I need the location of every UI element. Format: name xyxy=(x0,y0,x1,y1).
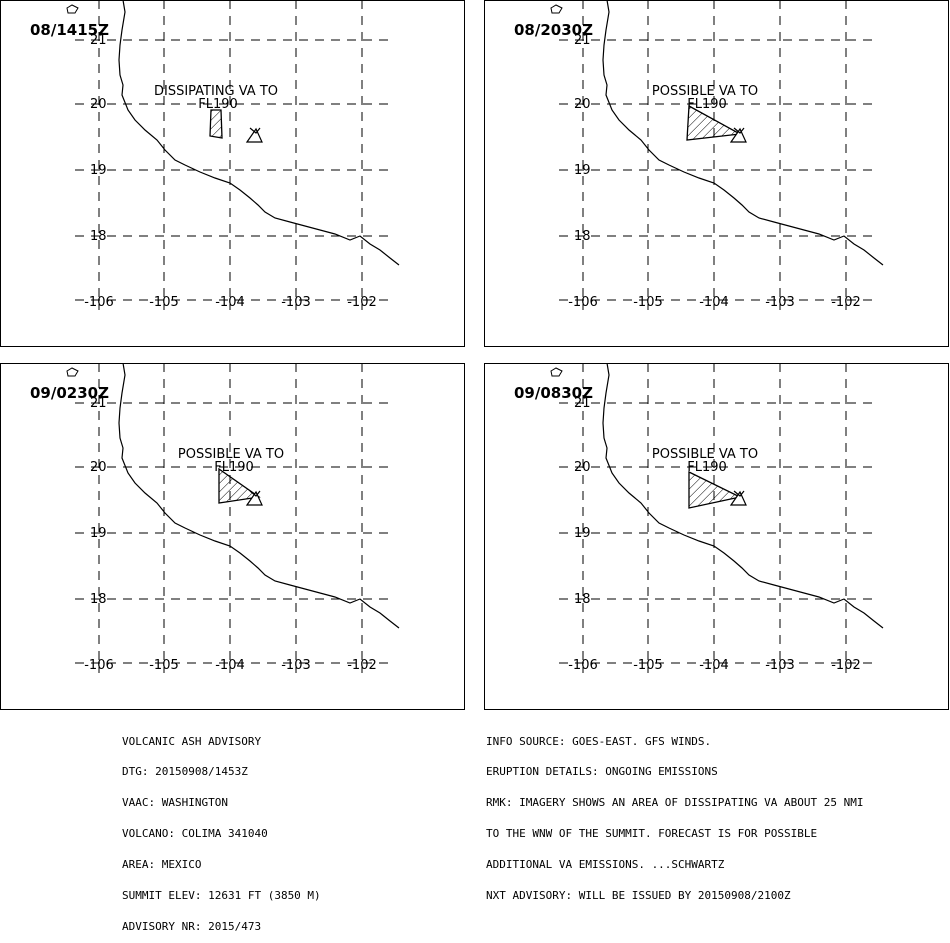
panel-border xyxy=(0,363,465,710)
lon-tick-label: -104 xyxy=(699,295,729,310)
lon-tick-label: -106 xyxy=(568,295,598,310)
lon-tick-label: -102 xyxy=(831,658,861,673)
volcano-icon xyxy=(249,490,261,497)
lat-tick-label: 21 xyxy=(90,396,107,411)
advisory-line: NXT ADVISORY: WILL BE ISSUED BY 20150908… xyxy=(486,889,791,903)
lon-tick-label: -102 xyxy=(831,295,861,310)
panel-timestamp: 08/2030Z xyxy=(514,21,593,39)
advisory-line: VOLCANO: COLIMA 341040 xyxy=(122,827,268,841)
lat-tick-label: 20 xyxy=(90,460,107,475)
lon-tick-label: -105 xyxy=(149,658,179,673)
island-outline xyxy=(550,4,563,14)
lon-tick-label: -103 xyxy=(281,658,311,673)
lat-tick-label: 18 xyxy=(90,592,107,607)
forecast-panel: 21 20 19 18 -106 -105 -104 -103 -102 09/0230Z POSS… xyxy=(0,363,465,710)
lat-tick-label: 19 xyxy=(90,163,107,178)
volcano-icon xyxy=(729,490,747,506)
volcano-icon xyxy=(733,490,745,497)
va-annotation-line2: FL190 xyxy=(687,97,727,112)
lon-tick-label: -103 xyxy=(765,658,795,673)
lon-tick-label: -106 xyxy=(84,658,114,673)
lat-tick-label: 20 xyxy=(574,460,591,475)
panel-timestamp: 09/0830Z xyxy=(514,384,593,402)
advisory-line: SUMMIT ELEV: 12631 FT (3850 M) xyxy=(122,889,321,903)
lat-tick-label: 19 xyxy=(90,526,107,541)
panel-border xyxy=(484,0,949,347)
advisory-line: AREA: MEXICO xyxy=(122,858,202,872)
coastline xyxy=(118,363,400,629)
advisory-details-right: INFO SOURCE: GOES-EAST. GFS WINDS. ERUPT… xyxy=(486,716,864,912)
advisory-line: INFO SOURCE: GOES-EAST. GFS WINDS. xyxy=(486,734,712,748)
advisory-line: ERUPTION DETAILS: ONGOING EMISSIONS xyxy=(486,765,718,779)
ash-area xyxy=(218,467,261,504)
advisory-line: DTG: 20150908/1453Z xyxy=(122,765,248,779)
lon-tick-label: -106 xyxy=(568,658,598,673)
island-outline xyxy=(66,367,79,377)
lat-tick-label: 18 xyxy=(90,229,107,244)
lon-tick-label: -104 xyxy=(699,658,729,673)
lat-tick-label: 21 xyxy=(574,33,591,48)
advisory-line: VAAC: WASHINGTON xyxy=(122,796,228,810)
coastline xyxy=(602,363,884,629)
forecast-panel: 21 20 19 18 -106 -105 -104 -103 -102 09/0830Z POSS… xyxy=(484,363,949,710)
lon-tick-label: -102 xyxy=(347,658,377,673)
va-annotation-line1: POSSIBLE VA TO xyxy=(652,84,758,99)
coastline xyxy=(602,0,884,266)
lat-tick-label: 18 xyxy=(574,592,591,607)
lon-tick-label: -105 xyxy=(633,658,663,673)
lat-tick-label: 21 xyxy=(574,396,591,411)
ash-area xyxy=(688,470,742,509)
va-annotation-line2: FL190 xyxy=(214,460,254,475)
va-annotation-line1: POSSIBLE VA TO xyxy=(652,447,758,462)
map-frame: 21 20 19 18 -106 -105 -104 -103 -102 09/0230Z POSS… xyxy=(0,363,465,710)
lon-tick-label: -105 xyxy=(633,295,663,310)
island-outline xyxy=(66,4,79,14)
va-annotation-line1: DISSIPATING VA TO xyxy=(154,84,278,99)
lon-tick-label: -106 xyxy=(84,295,114,310)
lat-tick-label: 19 xyxy=(574,163,591,178)
va-annotation-line2: FL190 xyxy=(687,460,727,475)
lat-tick-label: 18 xyxy=(574,229,591,244)
volcano-icon xyxy=(733,127,745,134)
map-frame: 21 20 19 18 -106 -105 -104 -103 -102 08/2030Z POSS… xyxy=(484,0,949,347)
island-outline xyxy=(550,367,563,377)
volcano-icon xyxy=(245,490,263,506)
lon-tick-label: -105 xyxy=(149,295,179,310)
forecast-panel: 21 20 19 18 -106 -105 -104 -103 -102 08/1415Z DISS… xyxy=(0,0,465,347)
advisory-line: TO THE WNW OF THE SUMMIT. FORECAST IS FO… xyxy=(486,827,818,841)
lon-tick-label: -103 xyxy=(765,295,795,310)
lat-tick-label: 21 xyxy=(90,33,107,48)
panel-border xyxy=(484,363,949,710)
lon-tick-label: -104 xyxy=(215,658,245,673)
volcano-icon xyxy=(245,127,263,143)
advisory-line: VOLCANIC ASH ADVISORY xyxy=(122,734,262,748)
volcano-icon xyxy=(729,127,747,143)
ash-area xyxy=(686,104,743,141)
lon-tick-label: -102 xyxy=(347,295,377,310)
panel-timestamp: 09/0230Z xyxy=(30,384,109,402)
coastline xyxy=(118,0,400,266)
lat-tick-label: 20 xyxy=(574,97,591,112)
panel-timestamp: 08/1415Z xyxy=(30,21,109,39)
va-annotation-line2: FL190 xyxy=(198,97,238,112)
forecast-panel: 21 20 19 18 -106 -105 -104 -103 -102 08/2030Z POSS… xyxy=(484,0,949,347)
volcano-icon xyxy=(249,127,261,134)
advisory-line: ADVISORY NR: 2015/473 xyxy=(122,919,262,933)
lat-tick-label: 20 xyxy=(90,97,107,112)
lon-tick-label: -104 xyxy=(215,295,245,310)
advisory-header-left: VOLCANIC ASH ADVISORY DTG: 20150908/1453… xyxy=(122,716,321,943)
lat-tick-label: 19 xyxy=(574,526,591,541)
advisory-line: ADDITIONAL VA EMISSIONS. ...SCHWARTZ xyxy=(486,858,725,872)
advisory-line: RMK: IMAGERY SHOWS AN AREA OF DISSIPATIN… xyxy=(486,796,864,810)
map-frame: 21 20 19 18 -106 -105 -104 -103 -102 09/0830Z POSS… xyxy=(484,363,949,710)
lon-tick-label: -103 xyxy=(281,295,311,310)
ash-area xyxy=(209,109,223,139)
map-frame: 21 20 19 18 -106 -105 -104 -103 -102 08/1415Z DISS… xyxy=(0,0,465,347)
va-annotation-line1: POSSIBLE VA TO xyxy=(178,447,284,462)
panel-border xyxy=(0,0,465,347)
